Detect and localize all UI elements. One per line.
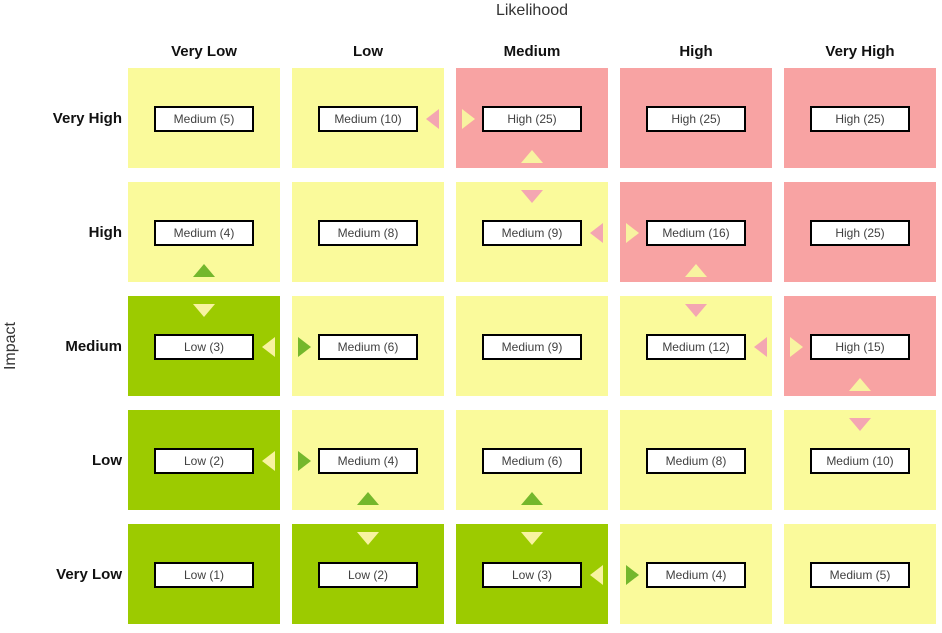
cell-very-low-very-high[interactable]: Medium (5) <box>784 524 936 624</box>
arrow-left-icon <box>426 109 439 129</box>
risk-label-box: High (25) <box>810 106 910 132</box>
column-header-very-high: Very High <box>825 43 895 60</box>
arrow-right-icon <box>298 451 311 471</box>
risk-label-box: Medium (10) <box>318 106 418 132</box>
cell-low-low[interactable]: Medium (4) <box>292 410 444 510</box>
cell-high-very-high[interactable]: High (25) <box>784 182 936 282</box>
risk-label-box: Medium (8) <box>318 220 418 246</box>
row-label-high: High <box>88 223 122 241</box>
arrow-right-icon <box>790 337 803 357</box>
arrow-down-icon <box>521 190 543 203</box>
arrow-left-icon <box>754 337 767 357</box>
arrow-right-icon <box>626 565 639 585</box>
risk-label-box: Low (2) <box>154 448 254 474</box>
arrow-left-icon <box>590 223 603 243</box>
cell-very-high-very-high[interactable]: High (25) <box>784 68 936 168</box>
arrow-left-icon <box>590 565 603 585</box>
risk-label-box: High (25) <box>482 106 582 132</box>
risk-label-box: Medium (6) <box>482 448 582 474</box>
risk-label-box: High (15) <box>810 334 910 360</box>
arrow-up-icon <box>685 264 707 277</box>
cell-low-medium[interactable]: Medium (6) <box>456 410 608 510</box>
cell-high-very-low[interactable]: Medium (4) <box>128 182 280 282</box>
arrow-up-icon <box>849 378 871 391</box>
risk-label-box: Medium (4) <box>646 562 746 588</box>
arrow-right-icon <box>626 223 639 243</box>
risk-label-box: Medium (6) <box>318 334 418 360</box>
arrow-down-icon <box>193 304 215 317</box>
x-axis-title: Likelihood <box>495 2 569 19</box>
column-header-low: Low <box>353 43 383 60</box>
cell-medium-high[interactable]: Medium (12) <box>620 296 772 396</box>
risk-label-box: Medium (9) <box>482 334 582 360</box>
arrow-right-icon <box>462 109 475 129</box>
column-header-high: High <box>679 43 713 60</box>
row-label-low: Low <box>92 451 122 469</box>
arrow-left-icon <box>262 337 275 357</box>
cell-very-high-medium[interactable]: High (25) <box>456 68 608 168</box>
cell-very-low-low[interactable]: Low (2) <box>292 524 444 624</box>
risk-label-box: Medium (8) <box>646 448 746 474</box>
risk-label-box: Medium (4) <box>318 448 418 474</box>
arrow-up-icon <box>521 150 543 163</box>
cell-high-high[interactable]: Medium (16) <box>620 182 772 282</box>
risk-label-box: Medium (5) <box>154 106 254 132</box>
arrow-up-icon <box>357 492 379 505</box>
arrow-up-icon <box>521 492 543 505</box>
cell-medium-very-high[interactable]: High (15) <box>784 296 936 396</box>
cell-very-high-low[interactable]: Medium (10) <box>292 68 444 168</box>
cell-medium-very-low[interactable]: Low (3) <box>128 296 280 396</box>
cell-low-high[interactable]: Medium (8) <box>620 410 772 510</box>
arrow-right-icon <box>298 337 311 357</box>
risk-label-box: Medium (4) <box>154 220 254 246</box>
column-header-medium: Medium <box>503 43 561 60</box>
cell-medium-medium[interactable]: Medium (9) <box>456 296 608 396</box>
arrow-down-icon <box>357 532 379 545</box>
risk-label-box: Medium (9) <box>482 220 582 246</box>
cell-high-low[interactable]: Medium (8) <box>292 182 444 282</box>
arrow-up-icon <box>193 264 215 277</box>
cell-very-high-very-low[interactable]: Medium (5) <box>128 68 280 168</box>
risk-label-box: High (25) <box>646 106 746 132</box>
risk-label-box: Medium (16) <box>646 220 746 246</box>
arrow-down-icon <box>521 532 543 545</box>
cell-low-very-low[interactable]: Low (2) <box>128 410 280 510</box>
risk-label-box: Low (1) <box>154 562 254 588</box>
risk-label-box: High (25) <box>810 220 910 246</box>
row-label-medium: Medium <box>65 337 122 355</box>
risk-label-box: Low (3) <box>154 334 254 360</box>
risk-label-box: Low (3) <box>482 562 582 588</box>
arrow-down-icon <box>685 304 707 317</box>
arrow-left-icon <box>262 451 275 471</box>
risk-label-box: Medium (5) <box>810 562 910 588</box>
cell-very-low-medium[interactable]: Low (3) <box>456 524 608 624</box>
cell-very-low-high[interactable]: Medium (4) <box>620 524 772 624</box>
cell-medium-low[interactable]: Medium (6) <box>292 296 444 396</box>
row-label-very-low: Very Low <box>56 565 122 583</box>
risk-label-box: Medium (12) <box>646 334 746 360</box>
risk-label-box: Low (2) <box>318 562 418 588</box>
arrow-down-icon <box>849 418 871 431</box>
cell-low-very-high[interactable]: Medium (10) <box>784 410 936 510</box>
row-label-very-high: Very High <box>52 109 122 127</box>
risk-label-box: Medium (10) <box>810 448 910 474</box>
cell-very-low-very-low[interactable]: Low (1) <box>128 524 280 624</box>
column-header-very-low: Very Low <box>171 43 237 60</box>
cell-very-high-high[interactable]: High (25) <box>620 68 772 168</box>
cell-high-medium[interactable]: Medium (9) <box>456 182 608 282</box>
